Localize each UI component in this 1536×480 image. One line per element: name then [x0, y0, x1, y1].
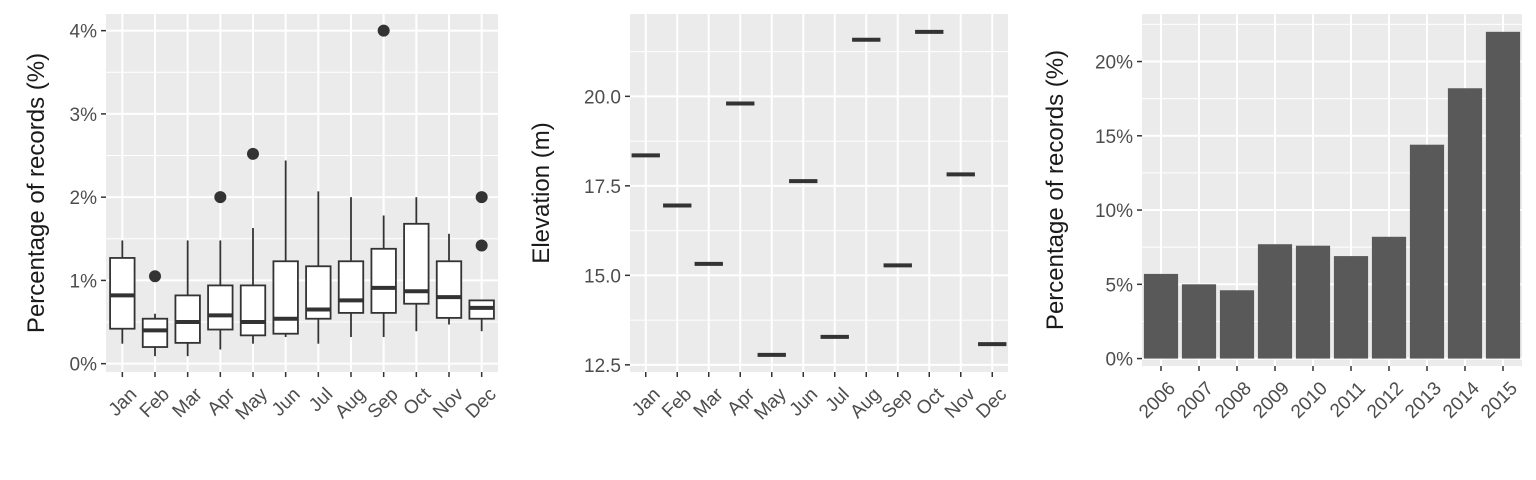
x-tick-label: 2009: [1249, 378, 1294, 423]
iqr-box: [239, 284, 267, 337]
x-tick-label: Feb: [136, 384, 174, 422]
outlier-point: [247, 147, 259, 160]
iqr-box: [141, 317, 169, 348]
bar-2013: [1409, 144, 1445, 359]
x-tick-label: May: [232, 384, 273, 425]
box-aug: [337, 197, 365, 338]
bar-2012: [1371, 236, 1407, 359]
x-tick-label: Sep: [878, 384, 917, 423]
x-tick-label: 2010: [1287, 378, 1332, 423]
x-tick-label: 2011: [1326, 378, 1370, 422]
box-sep: [370, 24, 397, 338]
bar-2015: [1485, 31, 1521, 359]
outlier-point: [214, 191, 227, 204]
bar-2006: [1143, 273, 1179, 359]
x-tick-label: Dec: [972, 384, 1011, 423]
x-tick-label: Aug: [846, 384, 885, 423]
box-apr: [207, 191, 234, 350]
y-axis-title: Elevation (m): [528, 122, 555, 263]
y-axis-title: Percentage of records (%): [1042, 50, 1069, 330]
x-tick-label: 2006: [1135, 378, 1180, 423]
bar-2011: [1333, 256, 1369, 359]
y-tick-label: 15.0: [584, 266, 621, 287]
y-tick-label: 2%: [70, 188, 98, 209]
panel-background: [630, 14, 1008, 372]
x-tick-label: 2013: [1401, 378, 1446, 423]
y-tick-label: 20%: [1095, 53, 1133, 74]
box-jun: [272, 160, 299, 338]
bar-2014: [1447, 88, 1483, 359]
y-tick-label: 4%: [70, 22, 98, 43]
outlier-point: [475, 191, 488, 204]
x-tick-label: Nov: [429, 384, 468, 423]
outlier-point: [149, 270, 161, 283]
iqr-box: [207, 284, 234, 331]
panel-background: [106, 14, 498, 372]
iqr-box: [272, 260, 299, 335]
x-tick-label: Feb: [658, 384, 696, 422]
box-may: [239, 147, 267, 344]
x-tick-label: Sep: [364, 384, 403, 423]
bar-2008: [1219, 290, 1255, 359]
x-tick-label: 2007: [1173, 378, 1218, 423]
bar-2010: [1295, 245, 1331, 359]
y-tick-label: 1%: [70, 271, 98, 292]
x-tick-label: Oct: [400, 384, 436, 420]
y-tick-label: 0%: [70, 355, 98, 376]
iqr-box: [109, 257, 136, 330]
panel-yearly-records-bar: 0%5%10%15%20%200620072008200920102011201…: [1042, 14, 1522, 423]
iqr-box: [435, 260, 463, 319]
x-tick-label: Jun: [268, 384, 305, 421]
box-oct: [403, 197, 430, 332]
x-tick-label: Jul: [305, 384, 337, 416]
box-jul: [305, 191, 332, 344]
x-tick-label: Nov: [941, 384, 980, 423]
box-mar: [174, 240, 201, 357]
bar-2007: [1181, 284, 1217, 359]
x-tick-label: 2008: [1211, 378, 1256, 423]
x-tick-label: Dec: [462, 384, 501, 423]
x-tick-label: Aug: [331, 384, 370, 423]
y-tick-label: 12.5: [584, 356, 621, 377]
y-tick-label: 17.5: [584, 177, 621, 198]
box-dec: [468, 191, 495, 332]
y-tick-label: 0%: [1106, 350, 1134, 371]
x-tick-label: Mar: [690, 384, 728, 422]
x-tick-label: Oct: [912, 384, 948, 420]
outlier-point: [377, 24, 390, 37]
y-axis-title: Percentage of records (%): [23, 53, 50, 333]
iqr-box: [337, 260, 365, 314]
x-tick-label: Mar: [169, 384, 207, 422]
x-tick-label: 2012: [1363, 378, 1408, 423]
x-tick-label: Jun: [786, 384, 823, 421]
y-tick-label: 20.0: [584, 87, 621, 108]
box-jan: [109, 240, 136, 344]
box-nov: [435, 233, 463, 325]
outlier-point: [475, 239, 488, 252]
x-tick-label: 2015: [1477, 378, 1522, 423]
iqr-box: [370, 247, 397, 314]
y-tick-label: 10%: [1095, 201, 1133, 222]
iqr-box: [174, 294, 201, 344]
y-tick-label: 5%: [1106, 275, 1134, 296]
x-tick-label: Jan: [105, 384, 142, 421]
box-feb: [141, 270, 169, 357]
x-tick-label: 2014: [1439, 378, 1484, 423]
y-tick-label: 3%: [70, 105, 98, 126]
x-tick-label: Apr: [204, 384, 240, 420]
x-tick-label: Jan: [628, 384, 665, 421]
bar-2009: [1257, 244, 1293, 359]
y-tick-label: 15%: [1095, 127, 1133, 148]
x-tick-label: May: [750, 384, 791, 425]
